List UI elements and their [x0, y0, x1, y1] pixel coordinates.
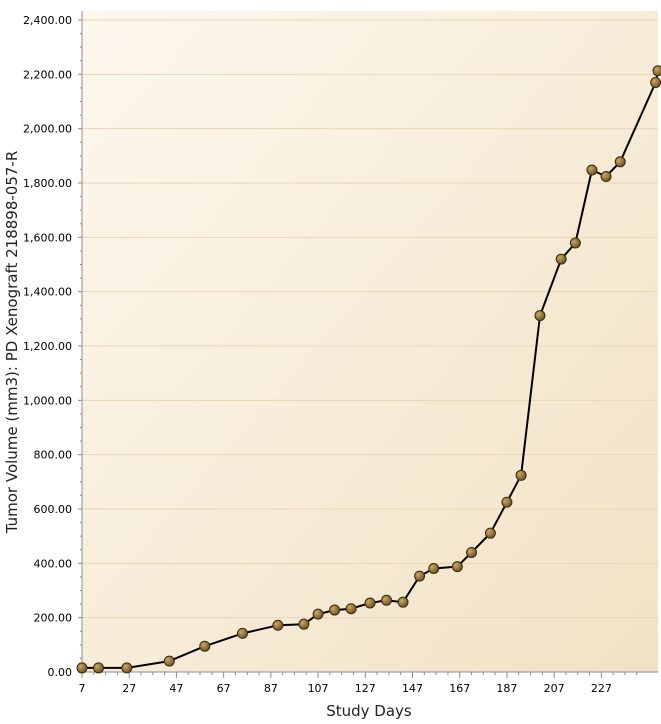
data-point	[312, 608, 324, 620]
x-tick-label: 167	[449, 682, 470, 695]
data-point	[600, 170, 612, 182]
data-point	[121, 662, 133, 674]
y-tick-label: 1,200.00	[23, 340, 72, 353]
axes	[81, 11, 658, 673]
data-point	[428, 562, 440, 574]
y-tick-label: 0.00	[48, 666, 73, 679]
y-tick-label: 2,200.00	[23, 68, 72, 81]
y-tick-label: 400.00	[34, 557, 73, 570]
x-tick-label: 207	[544, 682, 565, 695]
data-point	[199, 640, 211, 652]
data-point	[237, 627, 249, 639]
y-tick-label: 1,000.00	[23, 394, 72, 407]
y-tick-label: 2,000.00	[23, 123, 72, 136]
x-tick-label: 7	[79, 682, 86, 695]
x-tick-label: 67	[217, 682, 231, 695]
data-point	[466, 546, 478, 558]
data-point	[569, 237, 581, 249]
y-axis-ticks: 0.00 200.00 400.00 600.00 800.00 1,000.00 1,20…	[23, 14, 82, 679]
y-tick-label: 1,400.00	[23, 286, 72, 299]
data-point	[451, 561, 463, 573]
data-point	[345, 603, 357, 615]
grid-lines	[82, 19, 658, 619]
plot-area	[82, 11, 658, 672]
data-point	[364, 597, 376, 609]
data-point	[555, 253, 567, 265]
data-point	[652, 65, 661, 77]
data-point	[614, 156, 626, 168]
x-tick-label: 47	[169, 682, 183, 695]
data-point	[515, 469, 527, 481]
x-tick-label: 107	[308, 682, 329, 695]
data-point	[484, 527, 496, 539]
x-tick-label: 187	[496, 682, 517, 695]
y-tick-label: 600.00	[34, 503, 73, 516]
data-point	[650, 76, 661, 88]
data-point	[76, 662, 88, 674]
y-tick-label: 200.00	[34, 612, 73, 625]
data-point	[501, 496, 513, 508]
y-tick-label: 1,800.00	[23, 177, 72, 190]
data-point	[163, 655, 175, 667]
data-point	[93, 662, 105, 674]
data-point	[534, 310, 546, 322]
y-tick-label: 2,400.00	[23, 14, 72, 27]
x-tick-label: 87	[264, 682, 278, 695]
data-point	[414, 570, 426, 582]
data-point	[272, 619, 284, 631]
data-point	[397, 596, 409, 608]
x-tick-label: 227	[591, 682, 612, 695]
y-tick-label: 800.00	[34, 449, 73, 462]
y-axis-title: Tumor Volume (mm3): PD Xenograft 218898-…	[3, 151, 21, 535]
x-tick-label: 127	[355, 682, 376, 695]
series-1	[76, 65, 661, 674]
data-point	[586, 164, 598, 176]
x-axis-ticks: 7 27 47 67 87 107 127 147 167 187 207 227	[79, 672, 638, 695]
x-tick-label: 27	[122, 682, 136, 695]
x-tick-label: 147	[402, 682, 423, 695]
data-point	[298, 618, 310, 630]
data-point	[381, 594, 393, 606]
data-point	[329, 604, 341, 616]
x-axis-title: Study Days	[326, 702, 412, 720]
y-tick-label: 1,600.00	[23, 231, 72, 244]
